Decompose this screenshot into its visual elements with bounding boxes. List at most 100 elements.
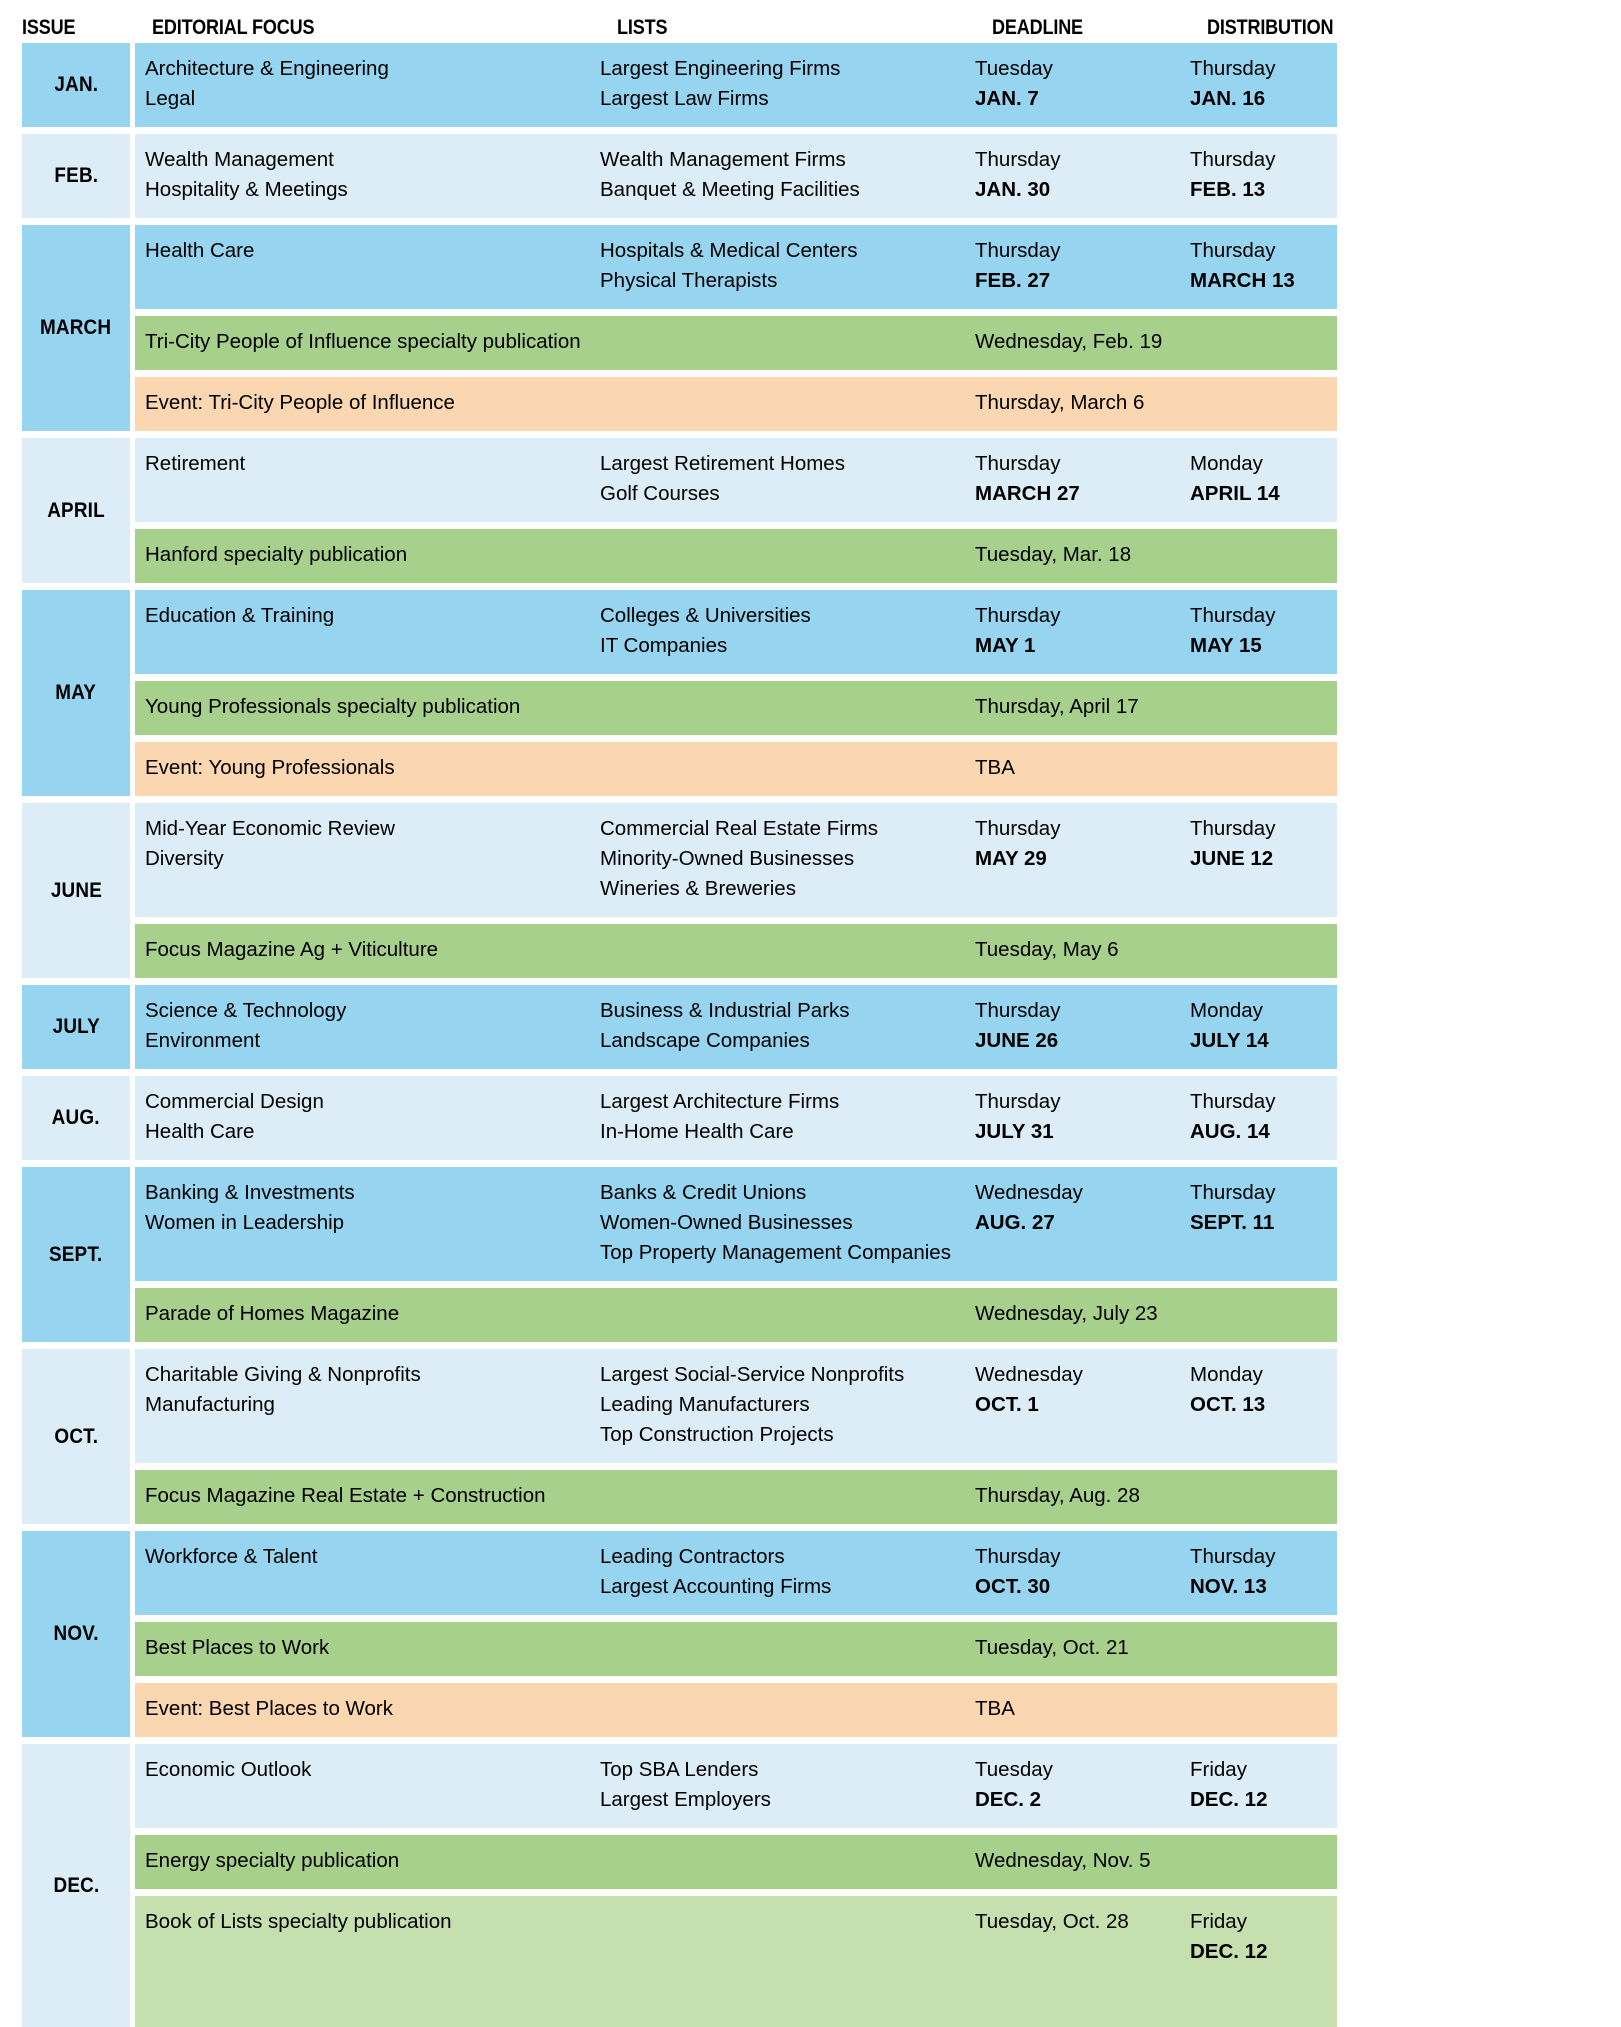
deadline-date: OCT. 30 <box>975 1575 1051 1598</box>
month-label: JAN. <box>22 43 130 127</box>
editorial-row: Economic Outlook Top SBA Lenders Largest E… <box>135 1744 1337 1828</box>
month-label-text: JAN. <box>54 73 98 96</box>
deadline-date: JAN. 7 <box>975 87 1039 110</box>
event-row: Event: Best Places to Work TBA <box>135 1683 1337 1737</box>
editorial-focus-item: Women in Leadership <box>145 1211 345 1234</box>
list-item: Largest Law Firms <box>600 87 769 110</box>
month-rows: Charitable Giving & Nonprofits Manufactur… <box>135 1349 1621 1524</box>
month-rows: Education & Training Colleges & Universit… <box>135 590 1621 796</box>
deadline-cell: Tuesday, Oct. 21 <box>975 1633 1190 1663</box>
deadline-date: DEC. 2 <box>975 1788 1042 1811</box>
specialty-publication-row: Focus Magazine Real Estate + Constructio… <box>135 1470 1337 1524</box>
distribution-weekday: Friday <box>1190 1910 1247 1933</box>
deadline-date: Tuesday, May 6 <box>975 938 1119 961</box>
specialty-publication-row: Young Professionals specialty publicatio… <box>135 681 1337 735</box>
distribution-date: JUNE 12 <box>1190 847 1274 870</box>
month-label: JULY <box>22 985 130 1069</box>
distribution-weekday: Monday <box>1190 999 1263 1022</box>
deadline-weekday: Thursday <box>975 452 1061 475</box>
editorial-focus-cell: Education & Training <box>135 601 600 631</box>
deadline-date: TBA <box>975 1697 1015 1720</box>
month-rows: Architecture & Engineering Legal Largest E… <box>135 43 1621 127</box>
lists-cell: Banks & Credit Unions Women-Owned Busines… <box>600 1178 975 1268</box>
specialty-title: Focus Magazine Real Estate + Constructio… <box>135 1481 975 1511</box>
editorial-focus-item: Manufacturing <box>145 1393 275 1416</box>
editorial-focus-item: Education & Training <box>145 604 335 627</box>
deadline-cell: Thursday MARCH 27 <box>975 449 1190 509</box>
deadline-date: MARCH 27 <box>975 482 1080 505</box>
distribution-weekday: Thursday <box>1190 1545 1276 1568</box>
row-title-text: Parade of Homes Magazine <box>145 1302 400 1325</box>
list-item: Top SBA Lenders <box>600 1758 759 1781</box>
distribution-date: DEC. 12 <box>1190 1940 1268 1963</box>
distribution-weekday: Friday <box>1190 1758 1247 1781</box>
month-label: JUNE <box>22 803 130 978</box>
specialty-title: Young Professionals specialty publicatio… <box>135 692 975 722</box>
lists-cell: Colleges & Universities IT Companies <box>600 601 975 661</box>
month-label: MARCH <box>22 225 130 431</box>
month-label-text: MARCH <box>40 316 112 339</box>
distribution-weekday: Thursday <box>1190 57 1276 80</box>
deadline-date: Tuesday, Mar. 18 <box>975 543 1132 566</box>
distribution-date: MAY 15 <box>1190 634 1262 657</box>
deadline-weekday: Wednesday <box>975 1363 1083 1386</box>
month-block: APRIL Retirement Largest Retirement Homes G… <box>0 438 1621 583</box>
month-label-text: MAY <box>55 681 97 704</box>
deadline-date: Wednesday, July 23 <box>975 1302 1158 1325</box>
month-sections: JAN. Architecture & Engineering Legal Large… <box>0 43 1621 2027</box>
month-block: MARCH Health Care Hospitals & Medical Cent… <box>0 225 1621 431</box>
row-title-text: Focus Magazine Real Estate + Constructio… <box>145 1484 546 1507</box>
column-header-editorial-focus: EDITORIAL FOCUS <box>152 16 315 39</box>
list-item: Landscape Companies <box>600 1029 810 1052</box>
editorial-focus-cell: Wealth Management Hospitality & Meetings <box>135 145 600 205</box>
editorial-row: Science & Technology Environment Business … <box>135 985 1337 1069</box>
list-item: Commercial Real Estate Firms <box>600 817 878 840</box>
distribution-weekday: Monday <box>1190 1363 1263 1386</box>
row-title-text: Book of Lists specialty publication <box>145 1910 452 1933</box>
month-block: SEPT. Banking & Investments Women in Leade… <box>0 1167 1621 1342</box>
list-item: Hospitals & Medical Centers <box>600 239 858 262</box>
editorial-focus-cell: Health Care <box>135 236 600 266</box>
editorial-focus-item: Workforce & Talent <box>145 1545 318 1568</box>
distribution-date: AUG. 14 <box>1190 1120 1270 1143</box>
distribution-date: JULY 14 <box>1190 1029 1269 1052</box>
month-rows: Mid-Year Economic Review Diversity Commerc… <box>135 803 1621 978</box>
deadline-cell: Thursday, March 6 <box>975 388 1190 418</box>
deadline-date: JULY 31 <box>975 1120 1054 1143</box>
deadline-cell: Thursday MAY 29 <box>975 814 1190 874</box>
distribution-cell: Thursday JUNE 12 <box>1190 814 1337 874</box>
list-item: Largest Architecture Firms <box>600 1090 840 1113</box>
lists-cell: Commercial Real Estate Firms Minority-Own… <box>600 814 975 904</box>
row-title-text: Focus Magazine Ag + Viticulture <box>145 938 439 961</box>
lists-cell: Largest Social-Service Nonprofits Leading… <box>600 1360 975 1450</box>
row-title-text: Hanford specialty publication <box>145 543 408 566</box>
deadline-cell: Thursday JAN. 30 <box>975 145 1190 205</box>
distribution-weekday: Thursday <box>1190 239 1276 262</box>
lists-cell: Business & Industrial Parks Landscape Com… <box>600 996 975 1056</box>
distribution-weekday: Thursday <box>1190 817 1276 840</box>
table-header-row: ISSUE EDITORIAL FOCUS LISTS DEADLINE DIS… <box>0 0 1621 38</box>
distribution-date: MARCH 13 <box>1190 269 1295 292</box>
editorial-row: Health Care Hospitals & Medical Centers Ph… <box>135 225 1337 309</box>
month-rows: Science & Technology Environment Business … <box>135 985 1621 1069</box>
list-item: Women-Owned Businesses <box>600 1211 853 1234</box>
list-item: Wealth Management Firms <box>600 148 846 171</box>
month-rows: Retirement Largest Retirement Homes Golf C… <box>135 438 1621 583</box>
distribution-cell: Friday DEC. 12 <box>1190 1755 1337 1815</box>
specialty-publication-row: Hanford specialty publication Tuesday, Ma… <box>135 529 1337 583</box>
specialty-title: Book of Lists specialty publication <box>135 1907 975 1937</box>
deadline-cell: TBA <box>975 753 1190 783</box>
deadline-cell: TBA <box>975 1694 1190 1724</box>
editorial-row: Charitable Giving & Nonprofits Manufactur… <box>135 1349 1337 1463</box>
deadline-cell: Wednesday, July 23 <box>975 1299 1190 1329</box>
deadline-cell: Tuesday, May 6 <box>975 935 1190 965</box>
deadline-weekday: Thursday <box>975 239 1061 262</box>
distribution-cell: Friday DEC. 12 <box>1190 1907 1337 1967</box>
month-label: APRIL <box>22 438 130 583</box>
month-label: OCT. <box>22 1349 130 1524</box>
list-item: Physical Therapists <box>600 269 778 292</box>
deadline-date: Wednesday, Nov. 5 <box>975 1849 1151 1872</box>
distribution-date: OCT. 13 <box>1190 1393 1266 1416</box>
editorial-focus-cell: Architecture & Engineering Legal <box>135 54 600 114</box>
lists-cell: Largest Engineering Firms Largest Law Fir… <box>600 54 975 114</box>
